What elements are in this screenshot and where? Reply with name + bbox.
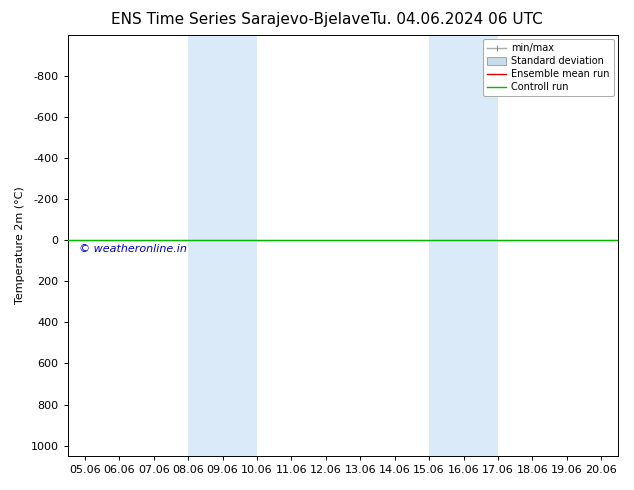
Text: ENS Time Series Sarajevo-Bjelave: ENS Time Series Sarajevo-Bjelave (112, 12, 370, 27)
Y-axis label: Temperature 2m (°C): Temperature 2m (°C) (15, 186, 25, 304)
Text: Tu. 04.06.2024 06 UTC: Tu. 04.06.2024 06 UTC (370, 12, 543, 27)
Legend: min/max, Standard deviation, Ensemble mean run, Controll run: min/max, Standard deviation, Ensemble me… (483, 40, 614, 96)
Text: © weatheronline.in: © weatheronline.in (79, 245, 186, 254)
Bar (188, 35, 257, 456)
Bar (429, 35, 498, 456)
